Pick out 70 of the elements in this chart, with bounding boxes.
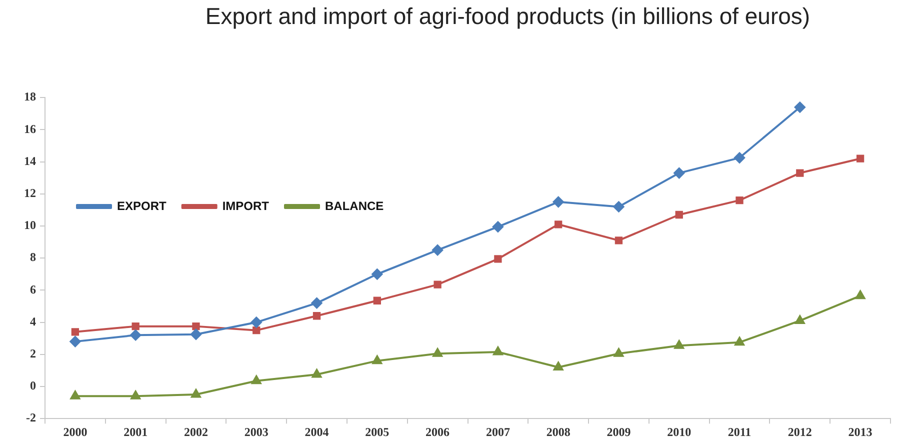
- point: [855, 290, 866, 300]
- point: [372, 355, 382, 364]
- point: [192, 322, 200, 330]
- point: [130, 390, 140, 400]
- point: [614, 348, 624, 357]
- y-tick-label: 8: [30, 250, 36, 264]
- point: [494, 255, 502, 263]
- point: [553, 362, 564, 370]
- point: [554, 220, 562, 228]
- chart-title: Export and import of agri-food products (in billions of euros): [205, 3, 810, 30]
- y-tick-label: -2: [26, 410, 36, 425]
- point: [372, 268, 383, 280]
- legend-label: BALANCE: [325, 198, 384, 213]
- point: [796, 169, 804, 177]
- x-tick-label: 2001: [124, 424, 148, 439]
- y-tick-label: 10: [24, 218, 36, 232]
- point: [736, 196, 744, 204]
- x-tick-label: 2003: [244, 424, 268, 439]
- point: [251, 375, 262, 384]
- y-tick-label: 12: [24, 186, 36, 200]
- x-tick-label: 2012: [788, 424, 812, 439]
- point: [734, 152, 746, 164]
- point: [856, 154, 864, 162]
- y-tick-label: 6: [30, 282, 36, 296]
- point: [675, 210, 683, 219]
- point: [432, 348, 442, 357]
- point: [130, 330, 142, 341]
- point: [795, 315, 805, 324]
- x-tick-label: 2011: [728, 424, 752, 439]
- x-tick-label: 2008: [546, 424, 570, 439]
- y-tick-label: 18: [24, 90, 36, 104]
- point: [373, 296, 381, 304]
- point: [794, 102, 806, 113]
- point: [70, 336, 81, 348]
- point: [613, 201, 624, 212]
- y-tick-label: 14: [24, 154, 36, 168]
- x-tick-label: 2010: [667, 424, 692, 439]
- point: [312, 368, 322, 378]
- y-tick-label: 2: [30, 346, 36, 360]
- point: [674, 168, 685, 179]
- x-tick-label: 2013: [848, 424, 872, 439]
- point: [492, 221, 504, 232]
- point: [71, 328, 80, 336]
- x-tick-label: 2007: [486, 424, 510, 439]
- point: [132, 322, 140, 330]
- x-tick-label: 2009: [606, 424, 631, 439]
- point: [311, 298, 322, 309]
- x-tick-label: 2006: [426, 424, 450, 439]
- y-tick-label: 4: [30, 314, 36, 328]
- legend-label: IMPORT: [222, 198, 270, 213]
- point: [674, 340, 684, 349]
- point: [252, 326, 260, 334]
- x-tick-label: 2005: [365, 424, 390, 439]
- point: [432, 244, 444, 256]
- legend-label: EXPORT: [117, 198, 168, 213]
- point: [434, 280, 442, 288]
- x-tick-label: 2004: [304, 424, 329, 439]
- point: [70, 390, 80, 400]
- point: [493, 346, 503, 356]
- point: [552, 196, 564, 208]
- x-tick-label: 2000: [63, 424, 88, 439]
- point: [614, 236, 623, 244]
- point: [734, 336, 744, 346]
- x-tick-label: 2002: [184, 424, 208, 439]
- point: [191, 389, 201, 398]
- point: [250, 316, 262, 328]
- point: [312, 312, 321, 320]
- point: [190, 328, 202, 340]
- y-tick-label: 0: [30, 378, 36, 393]
- y-tick-label: 16: [24, 122, 36, 136]
